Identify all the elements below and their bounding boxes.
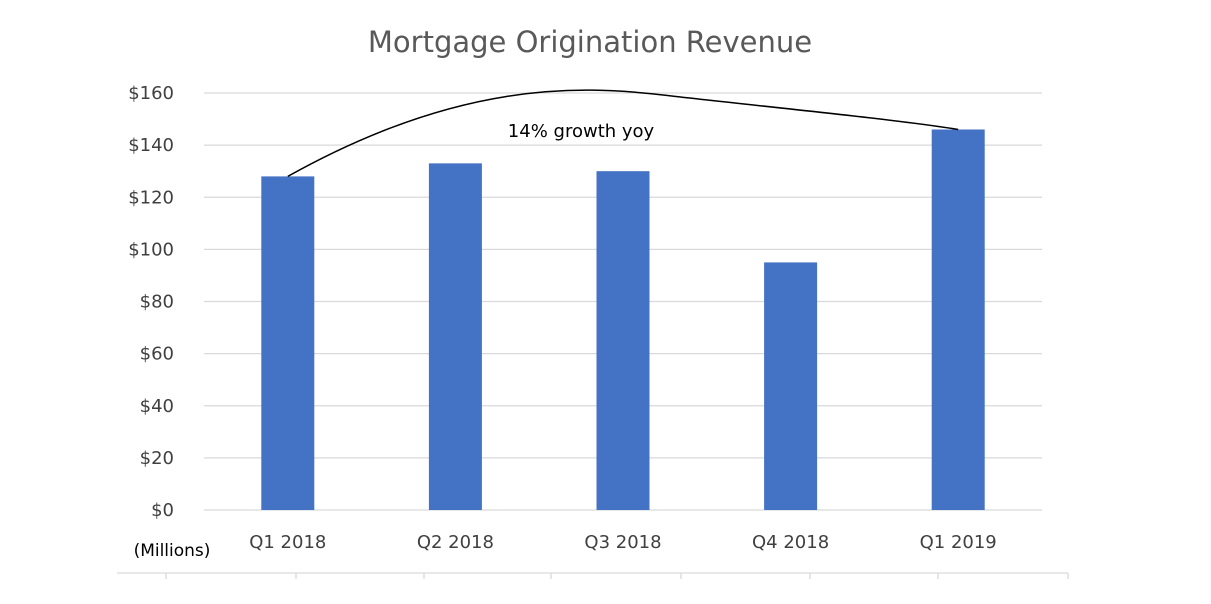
bar	[931, 129, 985, 511]
bottom-border	[117, 572, 1069, 579]
unit-label: (Millions)	[134, 541, 211, 561]
y-tick-label: $140	[128, 135, 174, 156]
y-tick-label: $120	[128, 187, 174, 208]
bar	[596, 171, 650, 510]
annotation-label: 14% growth yoy	[508, 121, 655, 142]
y-tick-label: $40	[140, 396, 174, 417]
y-tick-label: $60	[140, 344, 174, 365]
y-axis-tick-labels: $0 $20 $40 $60 $80 $100 $120 $140 $160	[128, 83, 174, 521]
x-axis-tick-labels: Q1 2018 Q2 2018 Q3 2018 Q4 2018 Q1 2019	[249, 532, 997, 553]
x-tick-label: Q3 2018	[584, 532, 661, 553]
y-tick-label: $160	[128, 83, 174, 104]
x-tick-label: Q2 2018	[417, 532, 494, 553]
y-tick-label: $0	[151, 500, 174, 521]
annotation-curve	[287, 89, 959, 178]
y-tick-label: $80	[140, 292, 174, 313]
x-tick-label: Q4 2018	[752, 532, 829, 553]
chart-title: Mortgage Origination Revenue	[368, 25, 812, 59]
bar	[764, 262, 818, 510]
x-tick-label: Q1 2019	[920, 532, 997, 553]
bars	[261, 129, 985, 511]
y-tick-label: $100	[128, 239, 174, 260]
bar	[428, 163, 482, 510]
y-tick-label: $20	[140, 448, 174, 469]
x-tick-label: Q1 2018	[249, 532, 326, 553]
bar	[261, 176, 315, 510]
